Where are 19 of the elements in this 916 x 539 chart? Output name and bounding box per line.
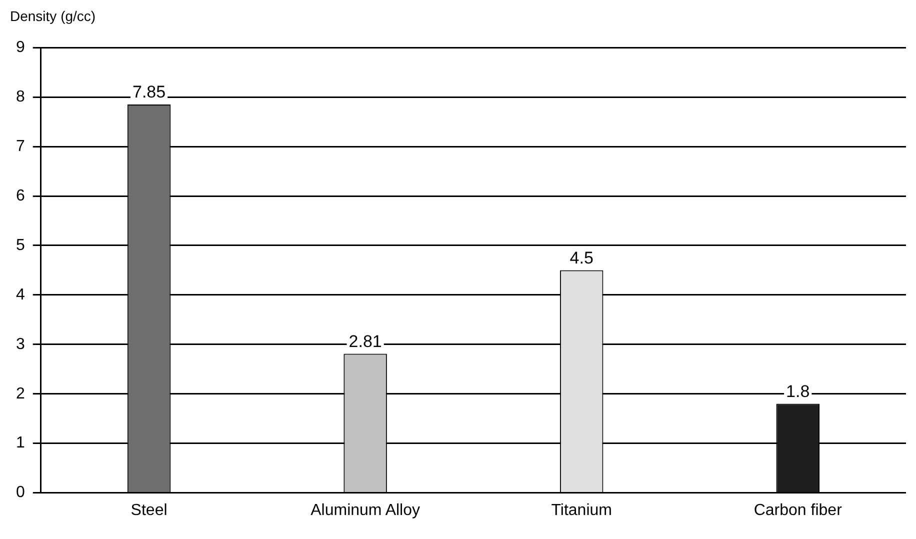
data-label: 7.85 bbox=[132, 82, 166, 102]
data-label: 1.8 bbox=[786, 382, 810, 401]
data-label: 4.5 bbox=[570, 248, 594, 268]
y-tick-label: 0 bbox=[16, 484, 25, 502]
y-tick-label: 2 bbox=[16, 385, 25, 402]
x-tick-label: Carbon fiber bbox=[754, 502, 843, 519]
y-tick-label: 6 bbox=[16, 187, 25, 204]
y-tick-label: 9 bbox=[16, 39, 25, 56]
y-tick-label: 3 bbox=[16, 336, 25, 353]
y-tick-label: 5 bbox=[16, 236, 25, 254]
x-tick-label: Aluminum Alloy bbox=[310, 502, 420, 519]
y-tick-label: 1 bbox=[16, 434, 25, 452]
y-tick-label: 7 bbox=[16, 138, 25, 155]
x-tick-label: Steel bbox=[130, 502, 168, 519]
x-tick-label: Titanium bbox=[551, 502, 612, 519]
y-tick-label: 8 bbox=[16, 88, 25, 106]
data-label: 2.81 bbox=[348, 332, 382, 351]
y-tick-label: 4 bbox=[16, 286, 25, 304]
y-axis-title: Density (g/cc) bbox=[9, 8, 97, 26]
